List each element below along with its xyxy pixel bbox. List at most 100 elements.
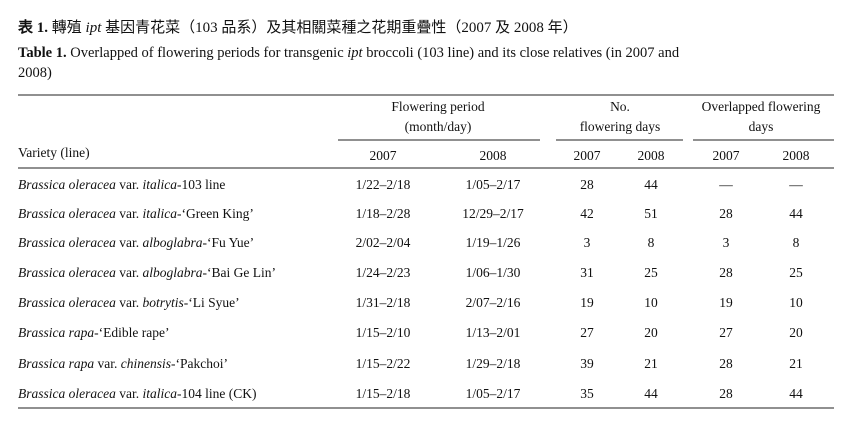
year-header: 2008	[638, 148, 665, 163]
variety-name: Brassica rapa-‘Edible rape’	[18, 325, 169, 340]
variety-name: Brassica oleracea var. italica-103 line	[18, 177, 225, 192]
variety-part: Brassica rapa	[18, 325, 94, 340]
variety-part: var.	[116, 235, 143, 250]
table-cell: 25	[789, 265, 803, 280]
table-cell: —	[788, 177, 803, 192]
variety-part: Brassica oleracea	[18, 295, 116, 310]
table-cell: 28	[719, 356, 733, 371]
year-header: 2007	[370, 148, 397, 163]
variety-part: Brassica oleracea	[18, 206, 116, 221]
title-en: 2008)	[18, 65, 52, 81]
table-cell: 27	[719, 325, 733, 340]
table-cell: 1/24–2/23	[356, 265, 411, 280]
variety-name: Brassica oleracea var. botrytis-‘Li Syue…	[18, 295, 240, 310]
year-header: 2008	[783, 148, 810, 163]
variety-part: Brassica oleracea	[18, 386, 116, 401]
table-cell: 1/19–1/26	[466, 235, 521, 250]
variety-part: alboglabra	[142, 235, 202, 250]
table-cell: 35	[580, 386, 594, 401]
table-cell: —	[718, 177, 733, 192]
variety-part: var.	[116, 386, 143, 401]
table-cell: 21	[644, 356, 658, 371]
table-cell: 25	[644, 265, 658, 280]
variety-name: Brassica oleracea var. italica-104 line …	[18, 386, 256, 401]
table-cell: 1/13–2/01	[466, 325, 521, 340]
table-cell: 44	[644, 386, 658, 401]
table-cell: 2/02–2/04	[356, 235, 411, 250]
variety-header: Variety (line)	[18, 145, 90, 160]
year-header: 2007	[574, 148, 601, 163]
year-header: 2007	[713, 148, 740, 163]
table-cell: 1/22–2/18	[356, 177, 411, 192]
table-cell: 44	[789, 386, 803, 401]
table-cell: 44	[789, 206, 803, 221]
table-cell: 20	[644, 325, 658, 340]
title-en-part: Table 1.	[18, 45, 67, 61]
table-cell: 1/15–2/22	[356, 356, 411, 371]
table-cell: 19	[719, 295, 733, 310]
title-en-part: broccoli (103 line) and its close relati…	[363, 45, 680, 61]
title-zh-part: 基因青花菜（103 品系）及其相關菜種之花期重疊性（2007 及 2008 年）	[101, 19, 577, 36]
variety-part: botrytis	[142, 295, 183, 310]
variety-part: var.	[116, 265, 143, 280]
table-cell: 21	[789, 356, 803, 371]
variety-part: -‘Li Syue’	[184, 295, 240, 310]
variety-part: italica	[142, 386, 177, 401]
table-cell: 1/05–2/17	[466, 177, 521, 192]
table-cell: 28	[580, 177, 594, 192]
table-cell: 1/31–2/18	[356, 295, 411, 310]
variety-part: -‘Pakchoi’	[171, 356, 228, 371]
variety-part: -‘Bai Ge Lin’	[203, 265, 276, 280]
table-cell: 2/07–2/16	[466, 295, 521, 310]
group-header: flowering days	[580, 119, 661, 134]
table-cell: 8	[793, 235, 800, 250]
variety-name: Brassica oleracea var. alboglabra-‘Bai G…	[18, 265, 276, 280]
table-cell: 19	[580, 295, 594, 310]
group-header: Overlapped flowering	[702, 99, 821, 114]
title-zh: 表 1. 轉殖 ipt 基因青花菜（103 品系）及其相關菜種之花期重疊性（20…	[18, 18, 578, 36]
variety-part: Brassica oleracea	[18, 235, 116, 250]
year-header: 2008	[480, 148, 507, 163]
variety-part: -‘Green King’	[177, 206, 254, 221]
table-cell: 3	[584, 235, 591, 250]
title-zh-part: 表 1.	[18, 18, 48, 36]
table-cell: 28	[719, 386, 733, 401]
variety-part: Brassica rapa	[18, 356, 94, 371]
table-cell: 10	[789, 295, 803, 310]
table-cell: 1/15–2/10	[356, 325, 411, 340]
table-cell: 51	[644, 206, 658, 221]
table-cell: 10	[644, 295, 658, 310]
table-cell: 12/29–2/17	[462, 206, 524, 221]
group-header: Flowering period	[391, 99, 485, 114]
title-en: Table 1. Overlapped of flowering periods…	[18, 45, 680, 61]
table-cell: 31	[580, 265, 594, 280]
variety-part: italica	[142, 206, 177, 221]
table-cell: 20	[789, 325, 803, 340]
variety-part: -‘Edible rape’	[94, 325, 169, 340]
variety-part: Brassica oleracea	[18, 177, 116, 192]
table-cell: 44	[644, 177, 658, 192]
table-cell: 39	[580, 356, 594, 371]
table-cell: 28	[719, 206, 733, 221]
variety-part: -103 line	[177, 177, 225, 192]
table-cell: 1/06–1/30	[466, 265, 521, 280]
group-header: No.	[610, 99, 630, 114]
variety-part: var.	[116, 177, 143, 192]
variety-part: var.	[94, 356, 121, 371]
variety-name: Brassica oleracea var. alboglabra-‘Fu Yu…	[18, 235, 254, 250]
variety-part: chinensis	[121, 356, 171, 371]
variety-part: -‘Fu Yue’	[203, 235, 255, 250]
variety-name: Brassica oleracea var. italica-‘Green Ki…	[18, 206, 254, 221]
title-en-part: Overlapped of flowering periods for tran…	[67, 45, 348, 61]
table-cell: 1/18–2/28	[356, 206, 411, 221]
title-en-part: ipt	[347, 45, 363, 61]
table-cell: 28	[719, 265, 733, 280]
table-cell: 3	[723, 235, 730, 250]
variety-part: var.	[116, 295, 143, 310]
variety-name: Brassica rapa var. chinensis-‘Pakchoi’	[18, 356, 228, 371]
table-cell: 1/29–2/18	[466, 356, 521, 371]
table-cell: 42	[580, 206, 594, 221]
group-header: (month/day)	[405, 119, 472, 134]
variety-part: italica	[142, 177, 177, 192]
